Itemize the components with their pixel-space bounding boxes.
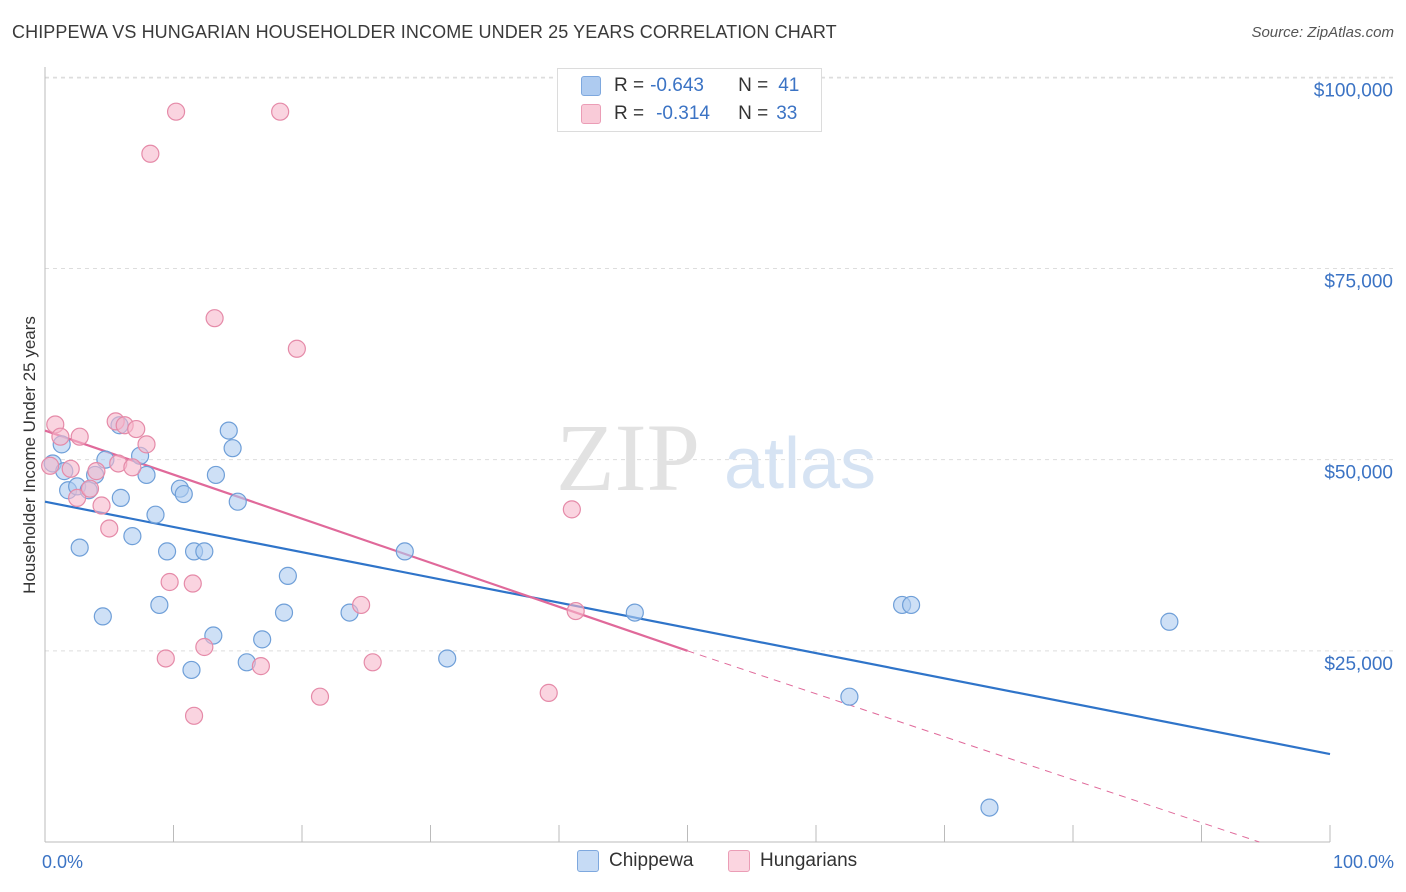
point-chippewa xyxy=(111,488,130,507)
chart-title: CHIPPEWA VS HUNGARIAN HOUSEHOLDER INCOME… xyxy=(12,22,837,42)
point-hungarians xyxy=(160,572,179,592)
point-chippewa xyxy=(137,465,156,485)
legend-item-hungarians: Hungarians xyxy=(728,850,857,872)
axes xyxy=(44,67,1331,843)
r-value: -0.643 xyxy=(650,75,704,96)
point-hungarians xyxy=(41,456,60,475)
point-hungarians xyxy=(562,500,581,519)
n-value: 41 xyxy=(778,75,800,96)
data-points xyxy=(41,102,1179,817)
point-hungarians xyxy=(271,102,290,121)
n-value: 33 xyxy=(776,103,798,124)
point-hungarians xyxy=(539,683,558,702)
legend-label-chippewa: Chippewa xyxy=(609,850,694,871)
point-chippewa xyxy=(223,439,242,458)
stats-row-hungarians: R = -0.314 N = 33 xyxy=(581,101,798,127)
stats-legend: R = -0.643 N = 41 R = -0.314 N = 33 xyxy=(557,68,822,132)
legend-item-chippewa: Chippewa xyxy=(577,850,694,872)
point-chippewa xyxy=(174,484,193,504)
point-chippewa xyxy=(123,527,142,546)
source-label: Source: ZipAtlas.com xyxy=(1251,24,1394,41)
point-chippewa xyxy=(93,607,112,626)
point-hungarians xyxy=(123,458,142,477)
series-legend: Chippewa Hungarians xyxy=(0,850,1406,878)
hungarians-swatch xyxy=(581,104,601,124)
point-hungarians xyxy=(183,574,202,593)
point-hungarians xyxy=(80,479,100,498)
trend-line-extension-hungarians xyxy=(687,650,1260,843)
point-hungarians xyxy=(156,649,175,668)
point-chippewa xyxy=(195,542,214,561)
legend-label-hungarians: Hungarians xyxy=(760,850,858,871)
point-hungarians xyxy=(184,706,204,725)
r-value: -0.314 xyxy=(656,103,710,124)
point-hungarians xyxy=(566,601,585,621)
point-hungarians xyxy=(51,427,70,446)
r-label: R = xyxy=(614,75,645,96)
n-label: N = xyxy=(738,103,769,124)
point-hungarians xyxy=(166,102,186,121)
point-chippewa xyxy=(980,798,999,817)
point-chippewa xyxy=(150,595,169,615)
watermark-atlas: atlas xyxy=(724,424,876,504)
trend-line-chippewa xyxy=(44,500,1331,756)
watermark-zip: ZIP xyxy=(556,404,700,511)
point-chippewa xyxy=(70,538,89,557)
point-chippewa xyxy=(206,465,226,485)
point-chippewa xyxy=(901,595,921,615)
point-hungarians xyxy=(310,687,330,706)
point-chippewa xyxy=(157,542,177,561)
point-hungarians xyxy=(363,653,382,672)
gridlines xyxy=(45,76,1393,652)
point-hungarians xyxy=(141,144,160,163)
point-chippewa xyxy=(146,505,165,524)
chippewa-swatch xyxy=(581,76,601,96)
y-tick-label: $50,000 xyxy=(1324,463,1393,484)
point-hungarians xyxy=(87,462,106,481)
point-hungarians xyxy=(195,637,214,657)
point-chippewa xyxy=(278,566,297,585)
point-hungarians xyxy=(205,309,224,328)
y-tick-label: $100,000 xyxy=(1314,80,1393,101)
point-hungarians xyxy=(287,339,306,358)
n-label: N = xyxy=(738,75,769,96)
point-chippewa xyxy=(182,660,201,680)
point-chippewa xyxy=(625,603,644,622)
x-tick-label-max: 100.0% xyxy=(1332,852,1394,872)
point-hungarians xyxy=(137,435,156,454)
point-chippewa xyxy=(253,630,272,649)
y-tick-labels: $25,000 $50,000 $75,000 $100,000 xyxy=(1314,80,1393,675)
point-chippewa xyxy=(840,687,859,706)
point-chippewa xyxy=(438,649,457,668)
point-hungarians xyxy=(251,657,270,676)
point-hungarians xyxy=(70,427,89,446)
point-hungarians xyxy=(61,459,80,478)
point-chippewa xyxy=(228,492,247,511)
x-tick-label-min: 0.0% xyxy=(42,852,84,872)
point-hungarians xyxy=(127,419,146,439)
point-chippewa xyxy=(395,542,414,561)
point-chippewa xyxy=(274,603,294,622)
r-label: R = xyxy=(614,103,645,124)
point-hungarians xyxy=(352,595,371,615)
watermark: ZIP atlas xyxy=(556,404,876,511)
y-tick-label: $25,000 xyxy=(1324,654,1393,675)
point-hungarians xyxy=(100,519,119,538)
legend-swatch-hungarians xyxy=(728,850,750,872)
y-tick-label: $75,000 xyxy=(1324,271,1393,292)
point-chippewa xyxy=(1160,612,1179,631)
point-chippewa xyxy=(219,421,238,440)
stats-row-chippewa: R = -0.643 N = 41 xyxy=(581,73,800,99)
point-hungarians xyxy=(92,496,111,515)
point-hungarians xyxy=(68,488,87,507)
legend-swatch-chippewa xyxy=(577,850,599,872)
